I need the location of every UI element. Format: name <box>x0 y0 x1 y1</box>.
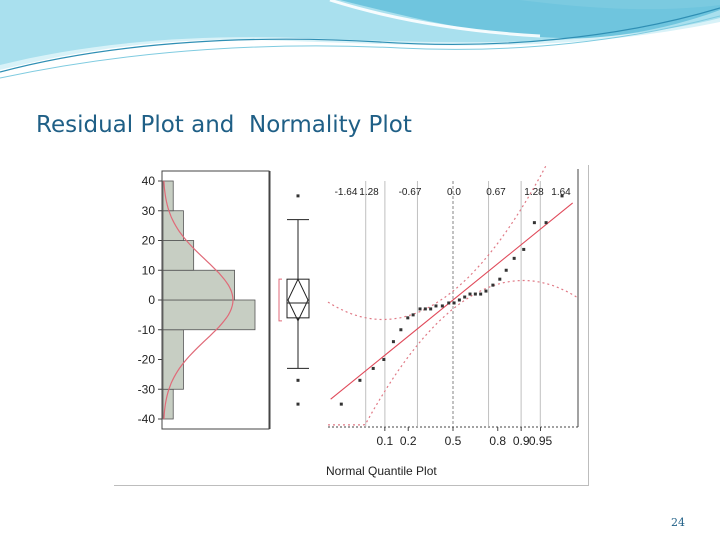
top-tick-label: -0.67 <box>399 187 422 198</box>
qq-data-point <box>339 402 343 406</box>
top-tick-label: 0.0 <box>447 187 461 198</box>
y-tick-label: 0 <box>148 293 155 307</box>
qq-data-point <box>434 304 438 308</box>
page-number: 24 <box>671 516 685 529</box>
qq-data-point <box>484 289 488 293</box>
header-wave-dark <box>0 0 720 39</box>
qq-data-point <box>504 268 508 272</box>
residual-boxplot-panel <box>278 194 310 406</box>
qq-data-point <box>560 194 564 198</box>
top-tick-label: 1.64 <box>551 187 571 198</box>
normal-quantile-plot-panel: -1.64 1.28 -0.67 0.0 0.67 1.28 1.640.1 0.2 0.5 0.… <box>269 165 579 478</box>
qq-data-point <box>473 292 477 296</box>
histogram-bar <box>162 269 235 301</box>
qq-data-point <box>423 307 427 311</box>
slide-title: Residual Plot and Normality Plot <box>36 112 412 138</box>
qq-data-point <box>491 283 495 287</box>
histogram-bar <box>162 210 184 241</box>
header-wave-line-1 <box>0 7 720 73</box>
outlier-point <box>296 402 300 406</box>
qq-data-point <box>512 256 516 260</box>
shortest-half-bracket <box>278 278 282 322</box>
qq-data-point <box>479 292 483 296</box>
bottom-tick-label: 0.1 <box>376 434 393 448</box>
bottom-tick-label: 0.5 <box>445 434 462 448</box>
top-tick-label: 0.67 <box>486 187 506 198</box>
interquartile-box <box>286 278 310 319</box>
bottom-tick-label: 0.2 <box>400 434 417 448</box>
y-tick-label: 30 <box>142 204 156 218</box>
qq-data-point <box>457 298 461 302</box>
qq-data-point <box>468 292 472 296</box>
qq-data-point <box>452 301 456 305</box>
y-tick-label: -20 <box>138 353 156 367</box>
top-tick-label: -1.64 <box>335 187 358 198</box>
histogram-bar <box>162 240 195 271</box>
qq-data-point <box>463 295 467 299</box>
top-tick-label: 1.28 <box>359 187 379 198</box>
qq-data-point <box>391 340 395 344</box>
lower-confidence-band <box>328 279 579 426</box>
qq-data-point <box>498 277 502 281</box>
qq-data-point <box>358 378 362 382</box>
qq-data-point <box>429 307 433 311</box>
qq-data-point <box>447 301 451 305</box>
qq-data-point <box>440 304 444 308</box>
qq-data-point <box>532 221 536 225</box>
qq-data-point <box>411 313 415 317</box>
y-tick-label: 10 <box>142 263 156 277</box>
histogram-bar <box>162 299 256 331</box>
residual-histogram-panel: 40 30 20 10 0 -10 -20 -30 -40 <box>138 170 270 430</box>
qq-data-point <box>406 316 410 320</box>
residual-normality-figure: 40 30 20 10 0 -10 -20 -30 -40 -1.64 1.28 -0.67 0.0 0… <box>114 165 589 486</box>
bottom-tick-label: 0.9 <box>513 434 530 448</box>
bottom-tick-label: 0.8 <box>489 434 506 448</box>
qq-data-point <box>399 328 403 332</box>
y-tick-label: -10 <box>138 323 156 337</box>
header-wave-line-2 <box>0 15 720 79</box>
y-tick-label: -40 <box>138 412 156 426</box>
histogram-bar <box>162 180 174 212</box>
outlier-point <box>296 378 300 382</box>
y-tick-label: -30 <box>138 382 156 396</box>
header-wave-line-3 <box>329 0 541 38</box>
top-tick-label: 1.28 <box>524 187 544 198</box>
upper-confidence-band <box>327 165 548 321</box>
qq-data-point <box>371 366 375 370</box>
qq-data-point <box>382 358 386 361</box>
normal-reference-line <box>330 202 574 400</box>
qq-axis-title: Normal Quantile Plot <box>326 464 437 478</box>
bottom-tick-label: 0.95 <box>529 434 553 448</box>
header-wave-decoration <box>0 0 720 79</box>
outlier-point <box>296 194 300 198</box>
qq-data-point <box>418 307 422 311</box>
histogram-bar <box>162 329 184 390</box>
qq-data-point <box>522 247 526 251</box>
qq-data-point <box>544 221 548 225</box>
y-tick-label: 40 <box>142 174 156 188</box>
mean-diamond <box>287 278 309 322</box>
normal-density-curve <box>163 180 234 420</box>
y-tick-label: 20 <box>142 234 156 248</box>
